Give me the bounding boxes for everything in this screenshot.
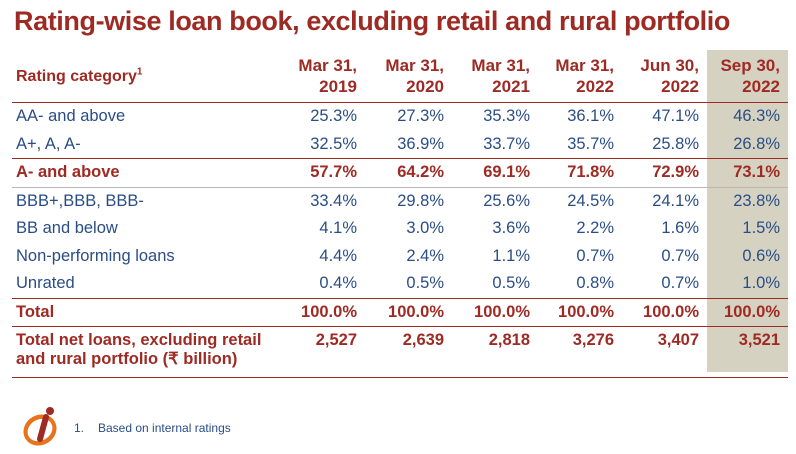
header-rating-category: Rating category1 xyxy=(12,50,285,103)
table-cell: 3.6% xyxy=(492,219,530,238)
header-period: Mar 31, 2021 xyxy=(452,50,538,103)
table-row: Non-performing loans 4.4% 2.4% 1.1% 0.7%… xyxy=(12,243,788,271)
table-cell: 1.0% xyxy=(707,270,788,299)
table-cell: 36.1% xyxy=(567,107,614,126)
table-cell: 32.5% xyxy=(285,130,365,159)
table-row-net-loans: Total net loans, excluding retail and rur… xyxy=(12,326,788,378)
row-label: BBB+,BBB, BBB- xyxy=(16,191,144,210)
row-label: A- and above xyxy=(12,158,285,188)
row-label: Non-performing loans xyxy=(16,246,175,265)
table-cell: 3,521 xyxy=(707,326,788,378)
table-cell: 2.2% xyxy=(576,219,614,238)
header-period: Mar 31, 2022 xyxy=(538,50,622,103)
table-row: AA- and above 25.3% 27.3% 35.3% 36.1% 47… xyxy=(12,103,788,131)
table-cell: 25.3% xyxy=(310,107,357,126)
table-cell: 57.7% xyxy=(285,158,365,188)
table-cell: 100.0% xyxy=(707,298,788,327)
table-cell: 27.3% xyxy=(397,107,444,126)
table-cell: 0.6% xyxy=(742,246,780,265)
rating-table: Rating category1 Mar 31, 2019 Mar 31, 2020… xyxy=(12,50,788,378)
page-title: Rating-wise loan book, excluding retail … xyxy=(14,6,730,36)
row-label: A+, A, A- xyxy=(12,130,285,159)
table-cell: 33.4% xyxy=(310,191,357,210)
table-cell: 2.4% xyxy=(406,246,444,265)
table-cell: 1.6% xyxy=(661,219,699,238)
table-cell: 47.1% xyxy=(652,107,699,126)
table-cell: 29.8% xyxy=(397,191,444,210)
table-cell: 33.7% xyxy=(452,130,538,159)
table-cell: 73.1% xyxy=(707,158,788,188)
table-cell: 3,407 xyxy=(622,326,707,378)
row-label: BB and below xyxy=(16,219,118,238)
table-row-total: Total 100.0% 100.0% 100.0% 100.0% 100.0%… xyxy=(12,298,788,327)
footnote-number: 1. xyxy=(74,421,85,435)
table-row: BB and below 4.1% 3.0% 3.6% 2.2% 1.6% 1.… xyxy=(12,215,788,243)
table-cell: 4.4% xyxy=(319,246,357,265)
table-cell: 0.8% xyxy=(538,270,622,299)
table-cell: 1.1% xyxy=(492,246,530,265)
header-period: Mar 31, 2019 xyxy=(285,50,365,103)
table-cell: 0.4% xyxy=(285,270,365,299)
table-cell: 46.3% xyxy=(733,107,780,126)
table-cell: 0.7% xyxy=(576,246,614,265)
table-cell: 35.3% xyxy=(483,107,530,126)
table-cell: 0.5% xyxy=(365,270,452,299)
table-cell: 72.9% xyxy=(622,158,707,188)
table-cell: 2,639 xyxy=(365,326,452,378)
table-cell: 1.5% xyxy=(742,219,780,238)
table-cell: 36.9% xyxy=(365,130,452,159)
header-period: Jun 30, 2022 xyxy=(622,50,707,103)
table-cell: 23.8% xyxy=(733,191,780,210)
footnote-text: Based on internal ratings xyxy=(98,421,231,435)
table-cell: 2,527 xyxy=(285,326,365,378)
table-row: Unrated 0.4% 0.5% 0.5% 0.8% 0.7% 1.0% xyxy=(12,270,788,299)
table-cell: 0.7% xyxy=(661,246,699,265)
table-cell: 100.0% xyxy=(285,298,365,327)
table-cell: 71.8% xyxy=(538,158,622,188)
row-label: Total net loans, excluding retail and rur… xyxy=(12,326,285,378)
table-cell: 25.8% xyxy=(622,130,707,159)
table-cell: 100.0% xyxy=(538,298,622,327)
table-cell: 3.0% xyxy=(406,219,444,238)
row-label: Total xyxy=(12,298,285,327)
table-cell: 100.0% xyxy=(365,298,452,327)
table-cell: 26.8% xyxy=(707,130,788,159)
table-row: A+, A, A- 32.5% 36.9% 33.7% 35.7% 25.8% … xyxy=(12,130,788,159)
table-cell: 100.0% xyxy=(452,298,538,327)
table-row: BBB+,BBB, BBB- 33.4% 29.8% 25.6% 24.5% 2… xyxy=(12,187,788,215)
table-cell: 0.7% xyxy=(622,270,707,299)
icici-bank-logo-icon xyxy=(18,405,64,449)
row-label: AA- and above xyxy=(16,107,126,126)
row-label: Unrated xyxy=(12,270,285,299)
table-cell: 100.0% xyxy=(622,298,707,327)
table-cell: 24.5% xyxy=(567,191,614,210)
header-period: Mar 31, 2020 xyxy=(365,50,452,103)
table-cell: 25.6% xyxy=(483,191,530,210)
table-cell: 2,818 xyxy=(452,326,538,378)
header-period: Sep 30, 2022 xyxy=(707,50,788,103)
table-cell: 4.1% xyxy=(319,219,357,238)
table-cell: 35.7% xyxy=(538,130,622,159)
table-cell: 24.1% xyxy=(652,191,699,210)
table-header-row: Rating category1 Mar 31, 2019 Mar 31, 2020… xyxy=(12,50,788,103)
table-cell: 3,276 xyxy=(538,326,622,378)
table-cell: 69.1% xyxy=(452,158,538,188)
table-cell: 64.2% xyxy=(365,158,452,188)
table-row-subtotal: A- and above 57.7% 64.2% 69.1% 71.8% 72.… xyxy=(12,158,788,188)
table-cell: 0.5% xyxy=(452,270,538,299)
